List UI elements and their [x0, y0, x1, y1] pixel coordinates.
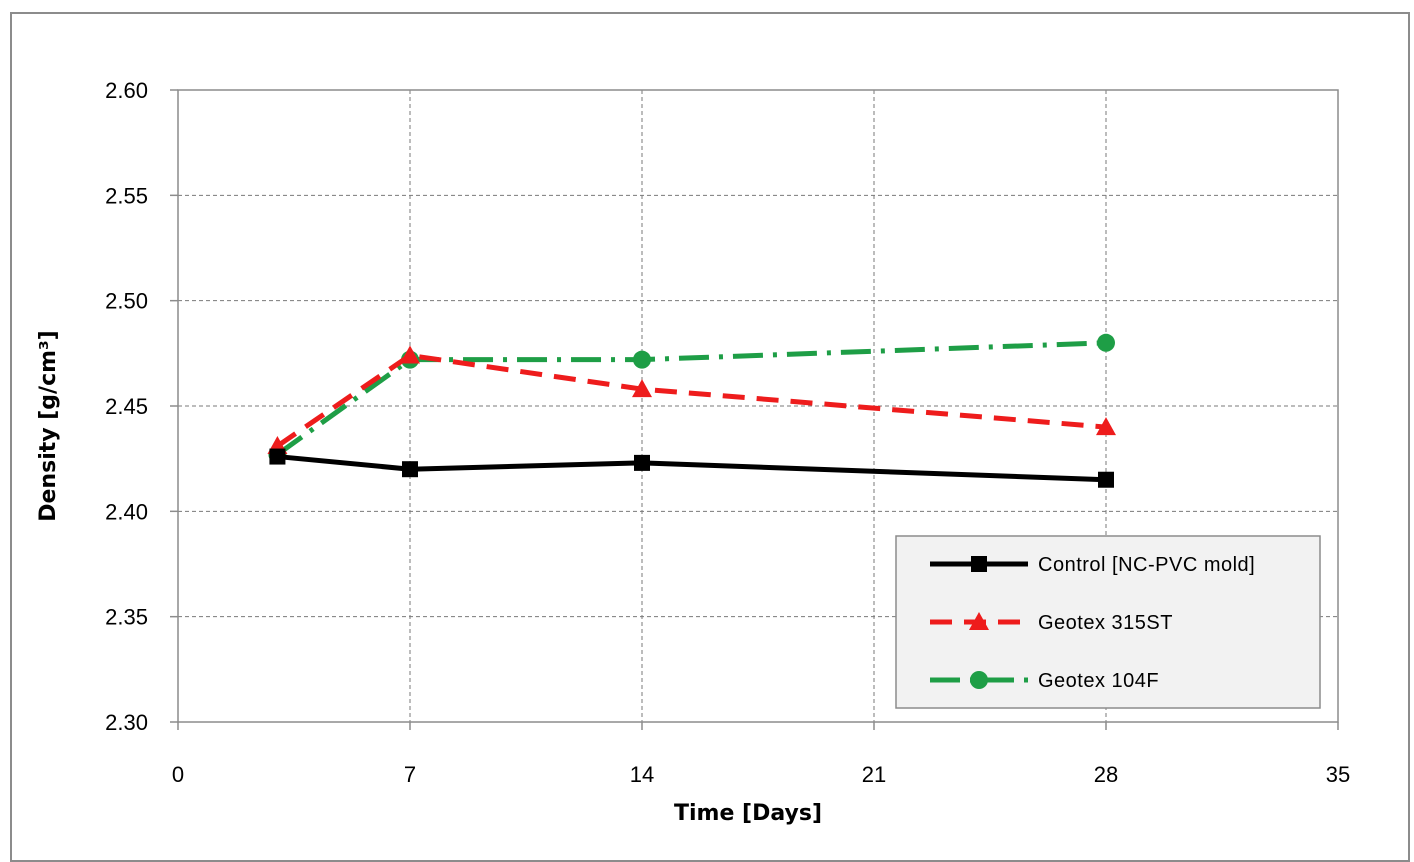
legend-label: Geotex 104F: [1038, 670, 1159, 692]
data-point: [634, 454, 650, 471]
series-line: [276, 352, 1107, 449]
plot-area: [177, 89, 1339, 723]
x-tick-label: 14: [630, 762, 654, 787]
data-point: [632, 379, 652, 398]
tick-labels: 2.30 2.35 2.40 2.45 2.50 2.55 2.60 0 7 14 21 28 35: [105, 78, 1350, 787]
y-tick-label: 2.45: [105, 394, 148, 419]
y-tick-label: 2.40: [105, 499, 148, 524]
legend-label: Geotex 315ST: [1038, 612, 1173, 634]
chart-frame: [10, 12, 1410, 862]
series-layer: [267, 333, 1116, 488]
series-1: [269, 448, 1114, 488]
data-point: [400, 345, 420, 364]
data-point: [1098, 471, 1114, 488]
legend-marker: [969, 612, 989, 630]
y-tick-label: 2.50: [105, 289, 148, 314]
y-tick-label: 2.55: [105, 183, 148, 208]
series-2: [267, 345, 1116, 455]
x-tick-label: 0: [172, 762, 184, 787]
y-tick-label: 2.35: [105, 605, 148, 630]
data-point: [1096, 417, 1116, 436]
data-point: [402, 461, 418, 478]
legend-label: Control [NC-PVC mold]: [1038, 554, 1255, 576]
legend-marker: [970, 671, 988, 689]
x-tick-label: 21: [862, 762, 886, 787]
legend-item: Control [NC-PVC mold]: [930, 554, 1255, 576]
y-axis-title: Density [g/cm³]: [36, 330, 61, 522]
y-tick-label: 2.60: [105, 78, 148, 103]
legend-item: Geotex 104F: [930, 670, 1159, 692]
data-point: [269, 448, 286, 465]
series-3: [268, 333, 1115, 464]
data-point: [633, 350, 651, 369]
legend: Control [NC-PVC mold] Geotex 315ST Geotex …: [895, 535, 1321, 709]
x-tick-label: 28: [1094, 762, 1118, 787]
series-line: [277, 454, 1107, 483]
series-line: [275, 340, 1107, 457]
data-point: [1097, 333, 1115, 352]
y-tick-label: 2.30: [105, 710, 148, 735]
x-tick-label: 7: [404, 762, 416, 787]
x-axis-title: Time [Days]: [674, 801, 822, 826]
x-tick-label: 35: [1326, 762, 1350, 787]
legend-marker: [971, 556, 987, 572]
legend-item: Geotex 315ST: [930, 612, 1173, 634]
